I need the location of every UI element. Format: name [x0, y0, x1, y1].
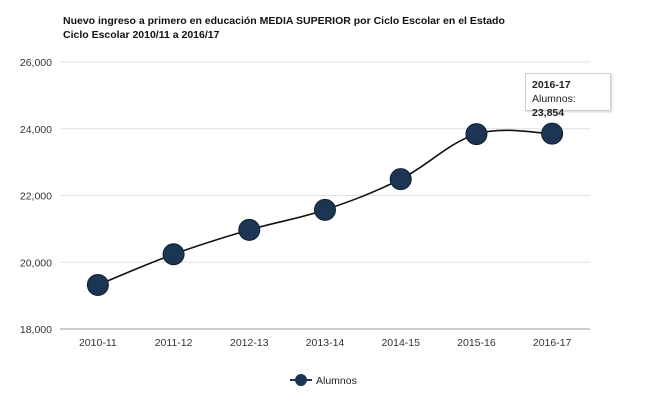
data-point-2011-12[interactable] — [162, 243, 185, 266]
chart-title: Nuevo ingreso a primero en educación MED… — [63, 14, 505, 42]
tooltip-body: Alumnos: 23,854 — [532, 92, 604, 120]
y-axis-ticks: 18,000 20,000 22,000 24,000 26,000 — [20, 57, 52, 336]
y-tick-label: 20,000 — [20, 257, 52, 269]
y-tick-label: 22,000 — [20, 191, 52, 203]
tooltip-category: 2016-17 — [532, 79, 571, 91]
grid-lines — [60, 61, 590, 330]
x-axis-ticks: 2010-11 2011-12 2012-13 2013-14 2014-15 2015-… — [79, 337, 572, 349]
x-tick-label: 2014-15 — [381, 337, 420, 349]
x-tick-label: 2013-14 — [306, 337, 345, 349]
x-tick-label: 2010-11 — [79, 337, 117, 349]
data-point-2016-17[interactable] — [541, 122, 564, 145]
y-tick-label: 18,000 — [20, 324, 52, 336]
data-point-2014-15[interactable] — [389, 168, 412, 191]
tooltip-series-label: Alumnos: — [532, 93, 576, 105]
legend[interactable]: Alumnos — [290, 374, 357, 387]
y-tick-label: 26,000 — [20, 57, 52, 69]
legend-label: Alumnos — [316, 375, 357, 387]
chart-title-line1: Nuevo ingreso a primero en educación MED… — [63, 15, 505, 27]
x-tick-label: 2012-13 — [230, 337, 269, 349]
data-point-2012-13[interactable] — [238, 218, 261, 241]
x-tick-label: 2016-17 — [533, 337, 572, 349]
tooltip-value: 23,854 — [532, 107, 565, 119]
tooltip: 2016-17 Alumnos: 23,854 — [525, 73, 611, 119]
data-point-2015-16[interactable] — [465, 123, 488, 146]
chart-subtitle: Ciclo Escolar 2010/11 a 2016/17 — [63, 29, 220, 41]
y-tick-label: 24,000 — [20, 124, 52, 136]
x-tick-label: 2011-12 — [155, 337, 193, 349]
legend-marker — [295, 374, 307, 386]
x-tick-label: 2015-16 — [457, 337, 496, 349]
data-point-2013-14[interactable] — [314, 198, 336, 221]
data-point-2010-11[interactable] — [86, 273, 109, 296]
data-points — [86, 122, 564, 296]
